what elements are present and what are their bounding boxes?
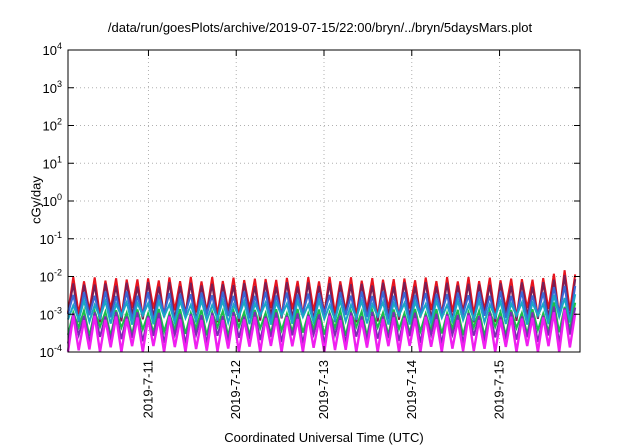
- y-tick-label: 103: [43, 79, 62, 96]
- x-tick-label: 2019-7-13: [316, 360, 331, 419]
- x-axis-label: Coordinated Universal Time (UTC): [224, 430, 424, 445]
- chart-title: /data/run/goesPlots/archive/2019-07-15/2…: [107, 20, 533, 35]
- y-tick-label: 102: [43, 117, 62, 134]
- y-tick-label: 10-2: [40, 268, 62, 285]
- series-line-3: [67, 285, 577, 323]
- series-line-7: [66, 309, 577, 353]
- x-tick-label: 2019-7-12: [228, 360, 243, 419]
- y-tick-label: 10-1: [40, 230, 62, 247]
- y-tick-label: 100: [43, 192, 62, 209]
- x-tick-label: 2019-7-14: [404, 360, 419, 419]
- x-tick-label: 2019-7-11: [140, 360, 155, 418]
- y-tick-label: 101: [43, 154, 62, 171]
- x-tick-label: 2019-7-15: [492, 360, 507, 419]
- series-line-4: [67, 294, 577, 328]
- y-tick-label: 10-4: [40, 343, 62, 360]
- y-tick-label: 104: [43, 41, 62, 58]
- y-tick-label: 10-3: [40, 305, 62, 322]
